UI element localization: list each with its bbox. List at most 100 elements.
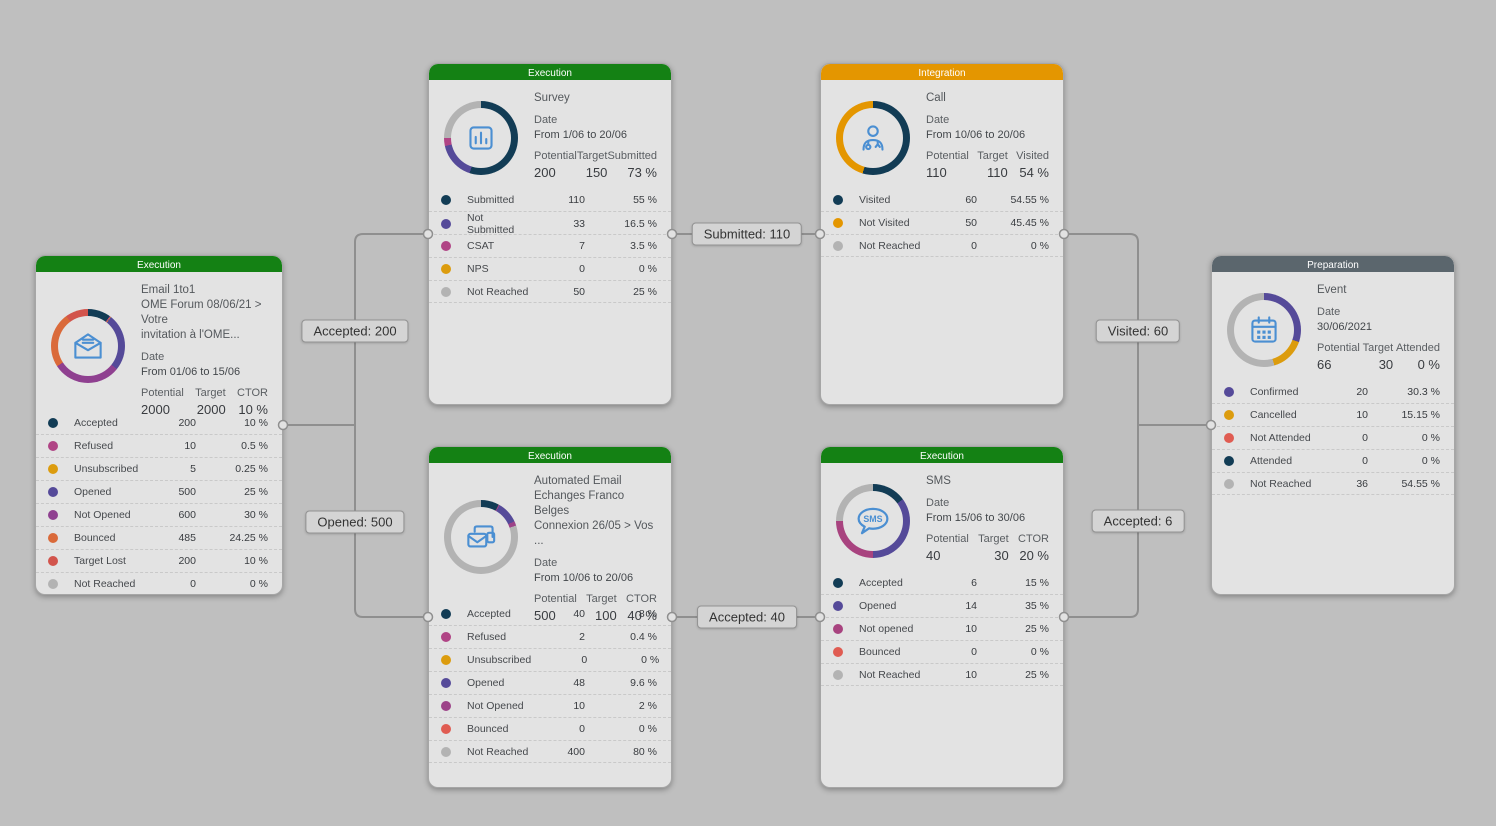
status-label: Opened <box>467 677 505 689</box>
metric-value: 150 <box>585 165 608 180</box>
status-row: Visited 60 54.55 % <box>821 188 1063 211</box>
status-label: NPS <box>467 263 489 275</box>
edge-label-opened-500[interactable]: Opened: 500 <box>305 510 405 534</box>
status-value: 485 <box>178 532 196 544</box>
status-pct: 10 % <box>244 555 268 567</box>
status-dot <box>48 578 58 589</box>
metric-label: Target <box>1362 342 1394 354</box>
campaign-node-call[interactable]: Integration Call Date From 10/06 to 20/0 <box>820 63 1064 405</box>
status-dot <box>833 601 843 611</box>
edge-label-accepted-40[interactable]: Accepted: 40 <box>697 605 797 629</box>
status-label: Not Opened <box>467 700 524 712</box>
status-row: Unsubscribed 5 0.25 % <box>36 457 282 480</box>
status-dot <box>441 678 451 688</box>
status-pct: 0 % <box>641 654 660 666</box>
status-pct: 30 % <box>244 509 268 521</box>
status-row: Accepted 200 10 % <box>36 411 282 434</box>
node-subtitle: Connexion 26/05 > Vos ... <box>534 520 654 547</box>
date-label: Date <box>534 557 558 569</box>
status-row: Refused 2 0.4 % <box>429 625 671 648</box>
status-pct: 0 % <box>1421 432 1440 444</box>
status-value: 0 <box>579 723 585 735</box>
status-value: 40 <box>573 607 585 620</box>
status-row: Opened 500 25 % <box>36 480 282 503</box>
date-value: From 10/06 to 20/06 <box>534 572 634 584</box>
status-row: Not Reached 36 54.55 % <box>1212 472 1454 495</box>
metric-value: 30 <box>994 548 1009 563</box>
metric-label: CTOR <box>237 387 268 399</box>
status-value: 50 <box>965 217 977 229</box>
status-dot <box>441 286 451 297</box>
edge-label-visited-60[interactable]: Visited: 60 <box>1095 319 1181 343</box>
status-pct: 0 % <box>638 723 657 735</box>
metric-value: 100 <box>595 608 617 623</box>
metrics: Potential 2000 Target 2000 CTOR 10 % <box>141 387 270 417</box>
campaign-node-survey[interactable]: Execution Survey Date From 1/06 to 20/06… <box>428 63 672 405</box>
campaign-node-email-1to1[interactable]: Execution Email 1to1 OME Forum 08/06/21 … <box>35 255 283 595</box>
status-label: Unsubscribed <box>74 463 139 475</box>
status-row: Target Lost 200 10 % <box>36 549 282 572</box>
status-value: 0 <box>1362 432 1368 444</box>
metric-value: 110 <box>987 165 1008 180</box>
metric-label: Potential <box>926 533 969 545</box>
status-value: 48 <box>573 677 585 689</box>
status-dot <box>833 218 843 228</box>
metrics: Potential 110 Target 110 Visited 54 % <box>926 150 1051 180</box>
status-rows: Accepted 40 8 % Refused 2 0.4 % Unsubscribed… <box>429 602 671 763</box>
status-row: Not Submitted 33 16.5 % <box>429 211 671 236</box>
metric-label: Target <box>978 533 1009 545</box>
metric-label: Potential <box>926 150 969 162</box>
status-row: Submitted 110 55 % <box>429 188 671 211</box>
status-value: 10 <box>1356 409 1368 421</box>
edge-label-accepted-6[interactable]: Accepted: 6 <box>1091 509 1185 533</box>
metric-label: Attended <box>1395 342 1440 354</box>
status-label: Not Reached <box>467 285 529 298</box>
status-dot <box>833 194 843 205</box>
status-row: Attended 0 0 % <box>1212 449 1454 472</box>
status-pct: 80 % <box>633 745 657 758</box>
edge-label-accepted-200[interactable]: Accepted: 200 <box>301 319 409 343</box>
status-pct: 55 % <box>633 193 657 206</box>
status-dot <box>1224 456 1234 466</box>
status-pct: 25 % <box>1025 623 1049 635</box>
metric-value: 2000 <box>141 402 170 417</box>
status-row: Not Attended 0 0 % <box>1212 426 1454 449</box>
status-pct: 0 % <box>1030 239 1049 252</box>
status-pct: 0.5 % <box>241 440 268 452</box>
metric-value: 20 % <box>1019 548 1049 563</box>
metric-value: 54 % <box>1019 165 1049 180</box>
status-dot <box>441 241 451 251</box>
status-rows: Visited 60 54.55 % Not Visited 50 45.45 % No… <box>821 188 1063 257</box>
status-value: 10 <box>184 440 196 452</box>
status-dot <box>48 533 58 543</box>
campaign-node-sms[interactable]: Execution SMS SMS Date From 15/06 to 30/… <box>820 446 1064 788</box>
status-value: 6 <box>971 576 977 589</box>
donut-chart <box>444 101 518 175</box>
call-agent-icon <box>862 125 884 151</box>
metric-value: 66 <box>1317 357 1332 372</box>
status-value: 600 <box>178 509 196 521</box>
automated-email-icon <box>467 524 496 548</box>
sms-icon-text: SMS <box>863 514 882 524</box>
status-dot <box>48 417 58 428</box>
status-label: Refused <box>74 440 114 452</box>
date-label: Date <box>1317 306 1341 318</box>
status-label: Opened <box>859 600 897 612</box>
metric-value: 2000 <box>196 402 226 417</box>
metrics: Potential 500 Target 100 CTOR 40 % <box>534 593 659 623</box>
metric-value: 0 % <box>1417 357 1440 372</box>
status-dot <box>441 219 451 229</box>
status-value: 500 <box>178 486 196 498</box>
status-value: 36 <box>1356 477 1368 490</box>
node-header: Execution <box>429 64 671 80</box>
status-row: Not Reached 0 0 % <box>36 572 282 594</box>
metric-label: CTOR <box>1018 533 1049 545</box>
status-label: Not Attended <box>1250 432 1311 444</box>
edge-label-submitted-110[interactable]: Submitted: 110 <box>691 222 803 246</box>
status-dot <box>833 624 843 634</box>
metric-label: Visited <box>1016 150 1049 162</box>
status-row: Bounced 485 24.25 % <box>36 526 282 549</box>
date-label: Date <box>926 497 950 509</box>
campaign-node-automated-email[interactable]: Execution Automated Email Echanges Franc… <box>428 446 672 788</box>
campaign-node-event[interactable]: Preparation Event <box>1211 255 1455 595</box>
